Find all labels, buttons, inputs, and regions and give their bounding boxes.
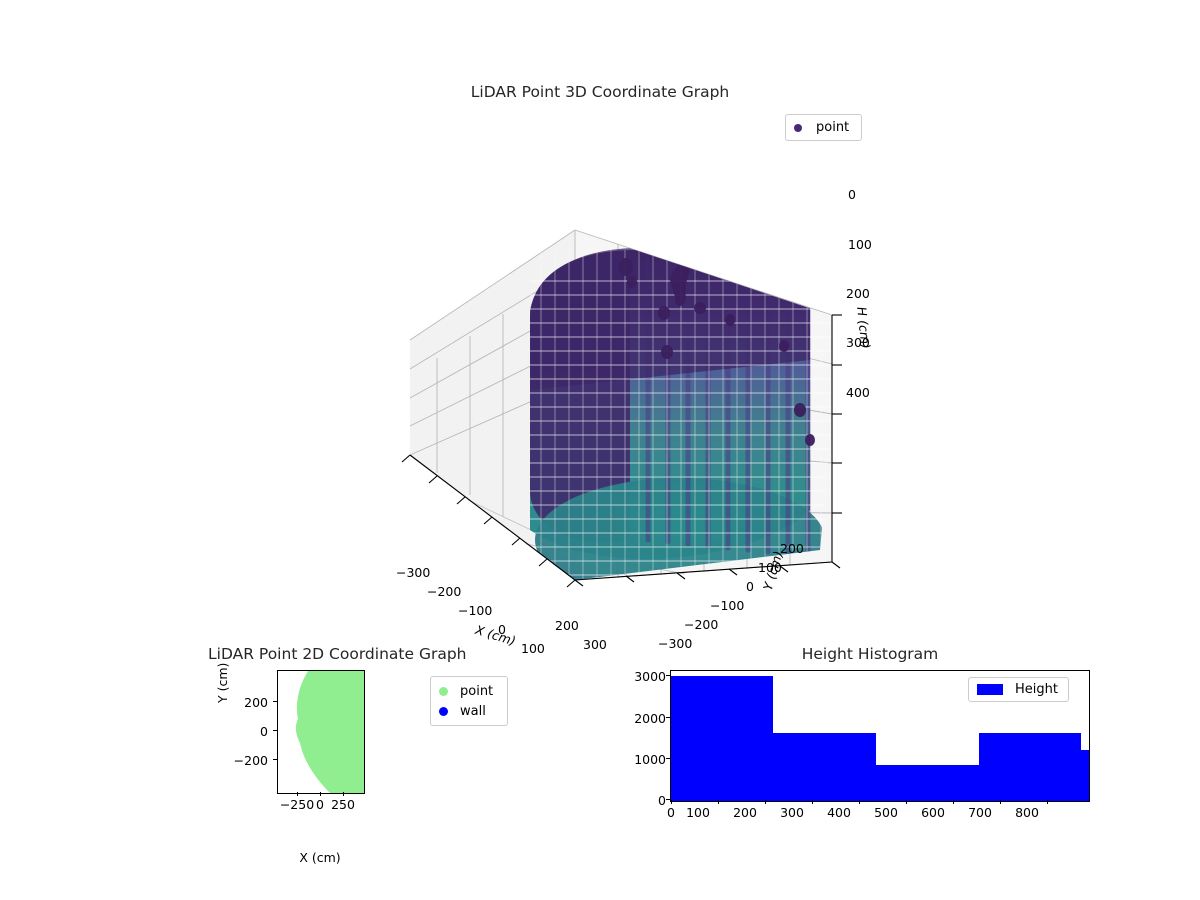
zaxis-ticks-3d [832,314,842,514]
xtick-label-1: −200 [427,584,462,599]
hist-bar-0 [671,675,774,801]
xtick-2d-1: 0 [316,797,324,812]
legend-label-point: point [816,120,850,135]
xtick-hist-800: 800 [1015,805,1039,820]
ytick-label-2: 0 [746,579,754,594]
xtick-hist-500: 500 [874,805,898,820]
ytick-label-5: −300 [658,636,693,651]
plot-2d-svg [295,671,364,793]
xaxis-ticks-3d [401,454,576,588]
ytick-mark-hist-2 [666,758,670,759]
xtick-hist-700: 700 [968,805,992,820]
yaxis-ticks-3d [574,561,841,587]
xtick-label-0: −300 [396,565,431,580]
ytick-label-1: 100 [758,560,782,575]
hist-bar-2 [876,764,979,801]
xtick-mark-hist-8 [1047,800,1048,804]
xtick-mark-hist-6 [953,800,954,804]
ytick-label-0: 200 [780,541,804,556]
ytick-mark-2d-0 [273,701,277,702]
ztick-label-2: 200 [846,286,870,301]
ytick-mark-2d-2 [273,759,277,760]
xtick-2d-0: −250 [279,797,315,812]
ytick-mark-hist-3 [666,799,670,800]
ztick-label-0: 0 [848,187,856,202]
ztick-label-4: 400 [846,385,870,400]
xtick-label-3: 0 [498,622,506,637]
ytick-mark-2d-1 [273,730,277,731]
xtick-mark-hist-7 [1000,800,1001,804]
xtick-mark-hist-5 [906,800,907,804]
xtick-hist-600: 600 [921,805,945,820]
ytick-hist-0: 0 [658,793,666,808]
xtick-2d-2: 250 [331,797,355,812]
legend-marker-point-icon-2d [439,686,448,696]
ytick-hist-1000: 1000 [634,752,666,767]
xtick-mark-hist-0 [671,800,672,804]
ytick-hist-2000: 2000 [634,711,666,726]
xtick-mark-hist-3 [812,800,813,804]
page-title-hist: Height Histogram [801,645,939,663]
page-title-2d: LiDAR Point 2D Coordinate Graph [208,645,467,663]
ztick-label-1: 100 [848,237,872,252]
xtick-hist-0: 0 [667,805,675,820]
point-region-2d [295,671,364,793]
legend-swatch-height-icon [977,684,1003,695]
legend-label-point-2d: point [460,683,494,699]
hist-bar-3 [978,732,1081,801]
legend-3d[interactable]: point [785,114,863,141]
ytick-2d-1: 0 [260,724,268,739]
xtick-mark-hist-4 [859,800,860,804]
legend-marker-wall-icon [439,706,448,716]
xtick-mark-hist-1 [718,800,719,804]
xtick-mark-hist-2 [765,800,766,804]
legend-row-wall[interactable]: wall [439,701,493,721]
legend-label-height: Height [1015,682,1058,697]
hist-bar-1 [773,732,877,801]
xtick-label-2: −100 [458,603,493,618]
xtick-label-4: 100 [521,641,545,656]
lidar-2d-axes[interactable] [277,670,365,794]
xtick-hist-100: 100 [686,805,710,820]
point-cloud-3d [530,247,830,580]
ztick-label-3: 300 [846,335,870,350]
xtick-label-5: 200 [555,618,579,633]
xtick-hist-400: 400 [827,805,851,820]
legend-2d[interactable]: point wall [430,676,509,726]
ytick-mark-hist-0 [666,675,670,676]
xtick-hist-300: 300 [780,805,804,820]
xtick-mark-2d-1 [320,792,321,796]
ytick-2d-0: 200 [244,695,268,710]
legend-label-wall: wall [460,703,486,719]
ytick-label-4: −200 [684,617,719,632]
hist-bar-4 [1081,749,1089,801]
ytick-hist-3000: 3000 [634,669,666,684]
lidar-3d-axes[interactable]: −300 −200 −100 0 100 200 300 X (cm) 200 … [380,110,900,656]
ytick-mark-hist-1 [666,717,670,718]
ytick-2d-2: −200 [233,753,268,768]
xtick-hist-200: 200 [733,805,757,820]
legend-hist[interactable]: Height [968,677,1069,702]
page-title-3d: LiDAR Point 3D Coordinate Graph [470,83,730,101]
yaxis-label-2d: Y (cm) [215,662,230,703]
plot-3d-svg [401,229,842,588]
legend-row-point[interactable]: point [439,681,493,701]
xtick-mark-2d-0 [297,792,298,796]
xtick-mark-2d-2 [343,792,344,796]
legend-marker-point-icon [794,123,802,132]
axis-spines-3d [409,315,833,581]
xaxis-label-2d: X (cm) [299,850,341,865]
xtick-label-6: 300 [583,637,607,652]
ytick-label-3: −100 [710,598,745,613]
